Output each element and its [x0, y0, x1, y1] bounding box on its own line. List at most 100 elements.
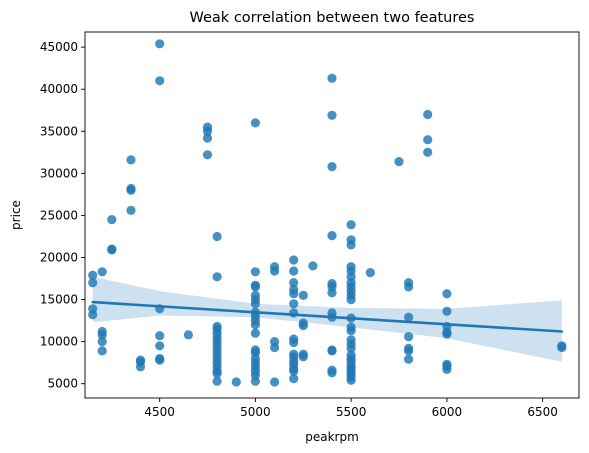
scatter-point — [442, 289, 452, 299]
scatter-point — [423, 135, 433, 145]
scatter-point — [404, 312, 414, 322]
chart-title: Weak correlation between two features — [190, 10, 475, 26]
scatter-point — [270, 266, 280, 276]
scatter-point — [97, 337, 107, 347]
scatter-point — [404, 282, 414, 292]
y-tick-label: 25000 — [40, 208, 78, 222]
scatter-point — [97, 330, 107, 340]
y-tick-label: 5000 — [47, 377, 78, 391]
scatter-point — [346, 375, 356, 385]
scatter-point — [155, 76, 165, 86]
confidence-band — [92, 276, 562, 362]
scatter-point — [212, 231, 222, 242]
scatter-point — [327, 346, 337, 356]
scatter-point — [202, 133, 213, 143]
regression-line — [91, 300, 564, 333]
scatter-point — [346, 240, 356, 250]
scatter-point — [404, 354, 414, 364]
scatter-point — [557, 342, 567, 353]
plot-area — [88, 39, 567, 387]
y-axis: 5000 10000 15000 20000 25000 30000 35000 40000 4… — [40, 40, 85, 391]
scatter-point — [442, 364, 452, 374]
x-axis: 4500 5000 5500 6000 6500 — [144, 398, 558, 419]
scatter-point — [394, 157, 404, 167]
scatter-point — [442, 306, 452, 316]
scatter-point — [298, 321, 308, 331]
scatter-point — [327, 110, 337, 120]
y-tick-label: 30000 — [40, 166, 78, 180]
scatter-point — [289, 308, 299, 318]
scatter-point — [126, 185, 136, 195]
scatter-point — [107, 245, 117, 255]
scatter-point — [327, 162, 337, 172]
y-tick-label: 35000 — [40, 124, 78, 138]
y-axis-label: price — [9, 200, 23, 230]
scatter-point — [346, 295, 356, 305]
scatter-point — [202, 126, 213, 136]
scatter-point — [308, 261, 318, 271]
x-tick-label: 6000 — [432, 405, 463, 419]
y-tick-label: 10000 — [40, 335, 78, 349]
scatter-point — [327, 368, 337, 378]
scatter-point — [155, 331, 165, 341]
scatter-point — [442, 329, 452, 339]
x-axis-label: peakrpm — [305, 430, 359, 444]
x-tick-label: 5500 — [336, 405, 367, 419]
scatter-point — [298, 290, 308, 300]
scatter-point — [126, 205, 136, 215]
scatter-point — [270, 342, 280, 353]
x-tick-label: 6500 — [527, 405, 558, 419]
y-tick-label: 20000 — [40, 250, 78, 264]
scatter-point — [289, 289, 299, 299]
y-tick-label: 45000 — [40, 40, 78, 54]
scatter-point — [298, 352, 308, 362]
scatter-point — [183, 330, 193, 340]
x-tick-label: 4500 — [144, 405, 175, 419]
scatter-point — [212, 369, 222, 379]
scatter-point — [126, 155, 136, 165]
scatter-point — [289, 299, 299, 309]
x-tick-label: 5000 — [240, 405, 271, 419]
scatter-point — [289, 337, 299, 348]
scatter-point — [346, 343, 356, 353]
scatter-point — [250, 376, 260, 386]
scatter-point — [107, 215, 117, 225]
scatter-point — [289, 266, 299, 276]
scatter-point — [289, 255, 299, 265]
scatter-point — [270, 377, 280, 387]
scatter-point — [155, 39, 165, 49]
scatter-point — [202, 150, 213, 160]
scatter-point — [250, 328, 260, 338]
scatter-point — [250, 282, 260, 292]
scatter-point — [289, 374, 299, 384]
scatter-point — [212, 272, 222, 282]
scatter-point — [135, 362, 146, 372]
scatter-point — [423, 109, 433, 120]
scatter-point — [365, 268, 375, 278]
scatter-point — [346, 326, 356, 336]
y-tick-label: 40000 — [40, 82, 78, 96]
scatter-point — [231, 377, 241, 387]
scatter-point — [346, 220, 356, 230]
scatter-point — [88, 278, 98, 288]
scatter-point — [250, 320, 260, 330]
scatter-point — [404, 332, 414, 342]
scatter-point — [289, 278, 299, 288]
scatter-point — [250, 299, 260, 309]
scatter-point — [404, 346, 414, 356]
scatter-point — [88, 310, 98, 320]
scatter-point — [423, 147, 433, 157]
scatter-point — [289, 366, 299, 376]
scatter-point — [155, 355, 165, 365]
scatter-point — [327, 288, 337, 298]
scatter-point — [212, 376, 222, 386]
scatter-point — [327, 73, 337, 83]
scatter-point — [327, 231, 337, 241]
scatter-point — [155, 341, 165, 351]
scatter-point — [250, 267, 260, 277]
scatter-point — [97, 267, 107, 277]
scatter-point — [97, 346, 107, 356]
y-tick-label: 15000 — [40, 293, 78, 307]
scatter-point — [88, 270, 98, 280]
